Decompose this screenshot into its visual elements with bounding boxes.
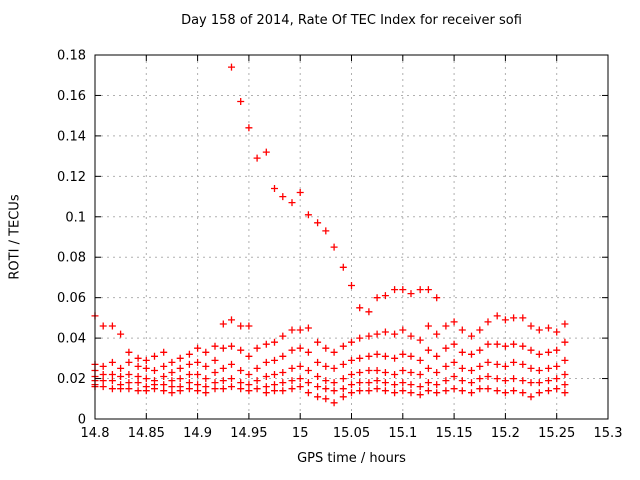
y-tick-label: 0.04 [57,332,86,347]
x-tick-label: 14.8 [81,426,110,441]
x-tick-label: 15.25 [538,426,575,441]
y-tick-label: 0.16 [57,89,86,104]
chart-title: Day 158 of 2014, Rate Of TEC Index for r… [181,13,522,28]
y-tick-label: 0.08 [57,251,86,266]
y-tick-label: 0.14 [57,129,86,144]
x-tick-label: 15.2 [491,426,520,441]
x-tick-label: 15.15 [435,426,472,441]
x-tick-label: 14.9 [183,426,212,441]
x-axis-label: GPS time / hours [297,451,406,466]
x-tick-label: 15.1 [388,426,417,441]
y-tick-label: 0.02 [57,372,86,387]
y-tick-label: 0 [78,413,86,428]
x-tick-label: 15.3 [594,426,623,441]
x-tick-label: 15 [292,426,309,441]
y-tick-label: 0.18 [57,49,86,64]
data-points [91,63,569,407]
y-tick-label: 0.06 [57,291,86,306]
x-tick-label: 15.05 [333,426,370,441]
y-tick-label: 0.1 [65,210,86,225]
x-tick-label: 14.95 [230,426,267,441]
y-tick-label: 0.12 [57,170,86,185]
x-tick-label: 14.85 [128,426,165,441]
